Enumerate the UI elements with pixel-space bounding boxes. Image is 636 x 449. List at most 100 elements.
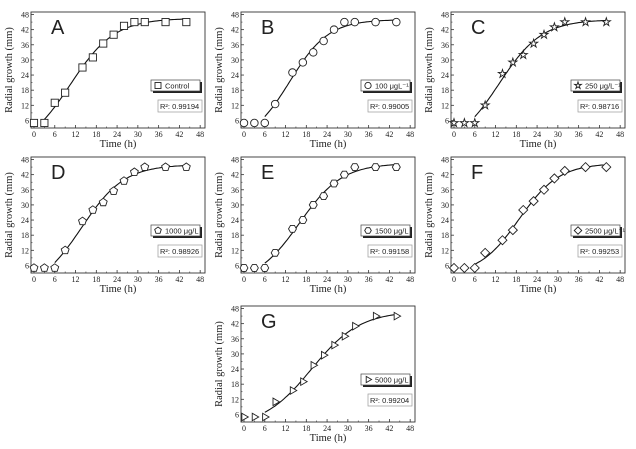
r2-label: R²: 0.99005 <box>370 102 409 111</box>
x-axis-label: Time (h) <box>100 139 137 150</box>
x-tick-label: 42 <box>595 275 603 284</box>
data-point <box>119 21 129 30</box>
data-point <box>559 16 571 27</box>
x-axis-label: Time (h) <box>520 139 557 150</box>
legend-label: 2500 μg/L⁻¹ <box>585 227 625 236</box>
y-tick-label: 48 <box>21 11 29 20</box>
data-point <box>140 162 150 171</box>
data-point <box>459 262 470 274</box>
data-point <box>319 192 329 200</box>
data-point <box>40 118 49 128</box>
y-tick-label: 24 <box>21 71 29 80</box>
legend-label: 100 μgL⁻¹ <box>375 82 409 91</box>
y-tick-label: 36 <box>441 41 449 50</box>
r2-box <box>367 393 413 407</box>
y-tick-label: 36 <box>21 41 29 50</box>
data-point <box>78 216 87 226</box>
data-point <box>479 99 491 111</box>
data-point <box>469 262 480 274</box>
y-tick-label: 18 <box>21 86 29 95</box>
data-point <box>50 263 60 272</box>
legend-label: 5000 μg/L <box>375 376 409 385</box>
data-point <box>329 179 339 188</box>
y-tick-label: 6 <box>235 261 239 270</box>
data-point <box>559 165 570 177</box>
x-tick-label: 30 <box>344 424 352 433</box>
data-point <box>239 118 249 128</box>
y-tick-label: 42 <box>231 320 239 329</box>
y-tick-label: 42 <box>441 26 449 35</box>
x-tick-label: 12 <box>72 130 80 139</box>
x-tick-label: 30 <box>554 130 562 139</box>
r2-box <box>157 99 203 113</box>
data-point <box>60 245 70 255</box>
data-point <box>154 82 162 89</box>
data-point <box>321 350 329 360</box>
data-point <box>287 224 297 233</box>
y-tick-label: 6 <box>445 261 449 270</box>
panel-label: D <box>51 162 65 184</box>
data-point <box>50 98 59 107</box>
x-tick-label: 36 <box>155 275 163 284</box>
data-point <box>260 264 270 272</box>
y-tick-label: 48 <box>21 156 29 165</box>
y-tick-label: 24 <box>441 216 449 225</box>
data-point <box>98 197 108 207</box>
x-axis-label: Time (h) <box>310 433 347 444</box>
y-tick-label: 12 <box>21 101 29 110</box>
x-tick-label: 30 <box>344 130 352 139</box>
plot-frame <box>450 11 626 129</box>
x-tick-label: 24 <box>323 130 331 139</box>
legend-label: 250 μg/L⁻¹ <box>585 82 621 91</box>
data-point <box>260 118 270 128</box>
data-point <box>119 176 129 185</box>
data-point <box>29 263 39 272</box>
y-tick-label: 12 <box>231 101 239 110</box>
x-tick-label: 6 <box>263 275 267 284</box>
x-axis-label: Time (h) <box>310 139 347 150</box>
panel-label: B <box>261 17 274 39</box>
data-point <box>365 375 373 384</box>
x-tick-label: 18 <box>92 130 100 139</box>
y-tick-label: 24 <box>231 365 239 374</box>
data-point <box>29 118 39 128</box>
x-axis-label: Time (h) <box>100 284 137 295</box>
data-point <box>496 67 508 79</box>
data-point <box>448 117 460 128</box>
y-tick-label: 30 <box>441 201 449 210</box>
data-point <box>241 412 250 422</box>
y-tick-label: 42 <box>21 26 29 35</box>
data-point <box>507 224 518 236</box>
y-axis-label: Radial growth (mm) <box>214 27 225 113</box>
x-tick-label: 24 <box>323 424 331 433</box>
data-point <box>371 163 381 171</box>
data-point <box>182 18 191 27</box>
y-tick-label: 30 <box>231 350 239 359</box>
y-tick-label: 6 <box>25 116 29 125</box>
data-point <box>580 161 591 173</box>
legend-box <box>150 224 201 237</box>
data-point <box>391 163 401 171</box>
data-point <box>308 201 318 209</box>
x-tick-label: 36 <box>365 130 373 139</box>
x-tick-label: 18 <box>302 275 310 284</box>
data-point <box>331 340 340 350</box>
x-tick-label: 30 <box>344 275 352 284</box>
data-point <box>458 117 470 128</box>
y-tick-label: 36 <box>21 186 29 195</box>
data-point <box>270 99 280 109</box>
y-axis-label: Radial growth (mm) <box>4 172 15 258</box>
chart-panel-c: 0 6 12 18 24 30 36 42 48 6 12 18 24 30 36 42 48 Time (h) R… <box>420 0 632 150</box>
data-point <box>469 117 481 128</box>
x-tick-label: 48 <box>406 275 414 284</box>
data-point <box>341 331 350 341</box>
data-point <box>573 226 583 235</box>
panel-label: F <box>471 162 483 184</box>
data-point <box>130 18 139 27</box>
r2-label: R²: 0.98716 <box>580 102 619 111</box>
y-axis-label: Radial growth (mm) <box>424 27 435 113</box>
x-tick-label: 36 <box>575 130 583 139</box>
data-point <box>251 412 260 422</box>
